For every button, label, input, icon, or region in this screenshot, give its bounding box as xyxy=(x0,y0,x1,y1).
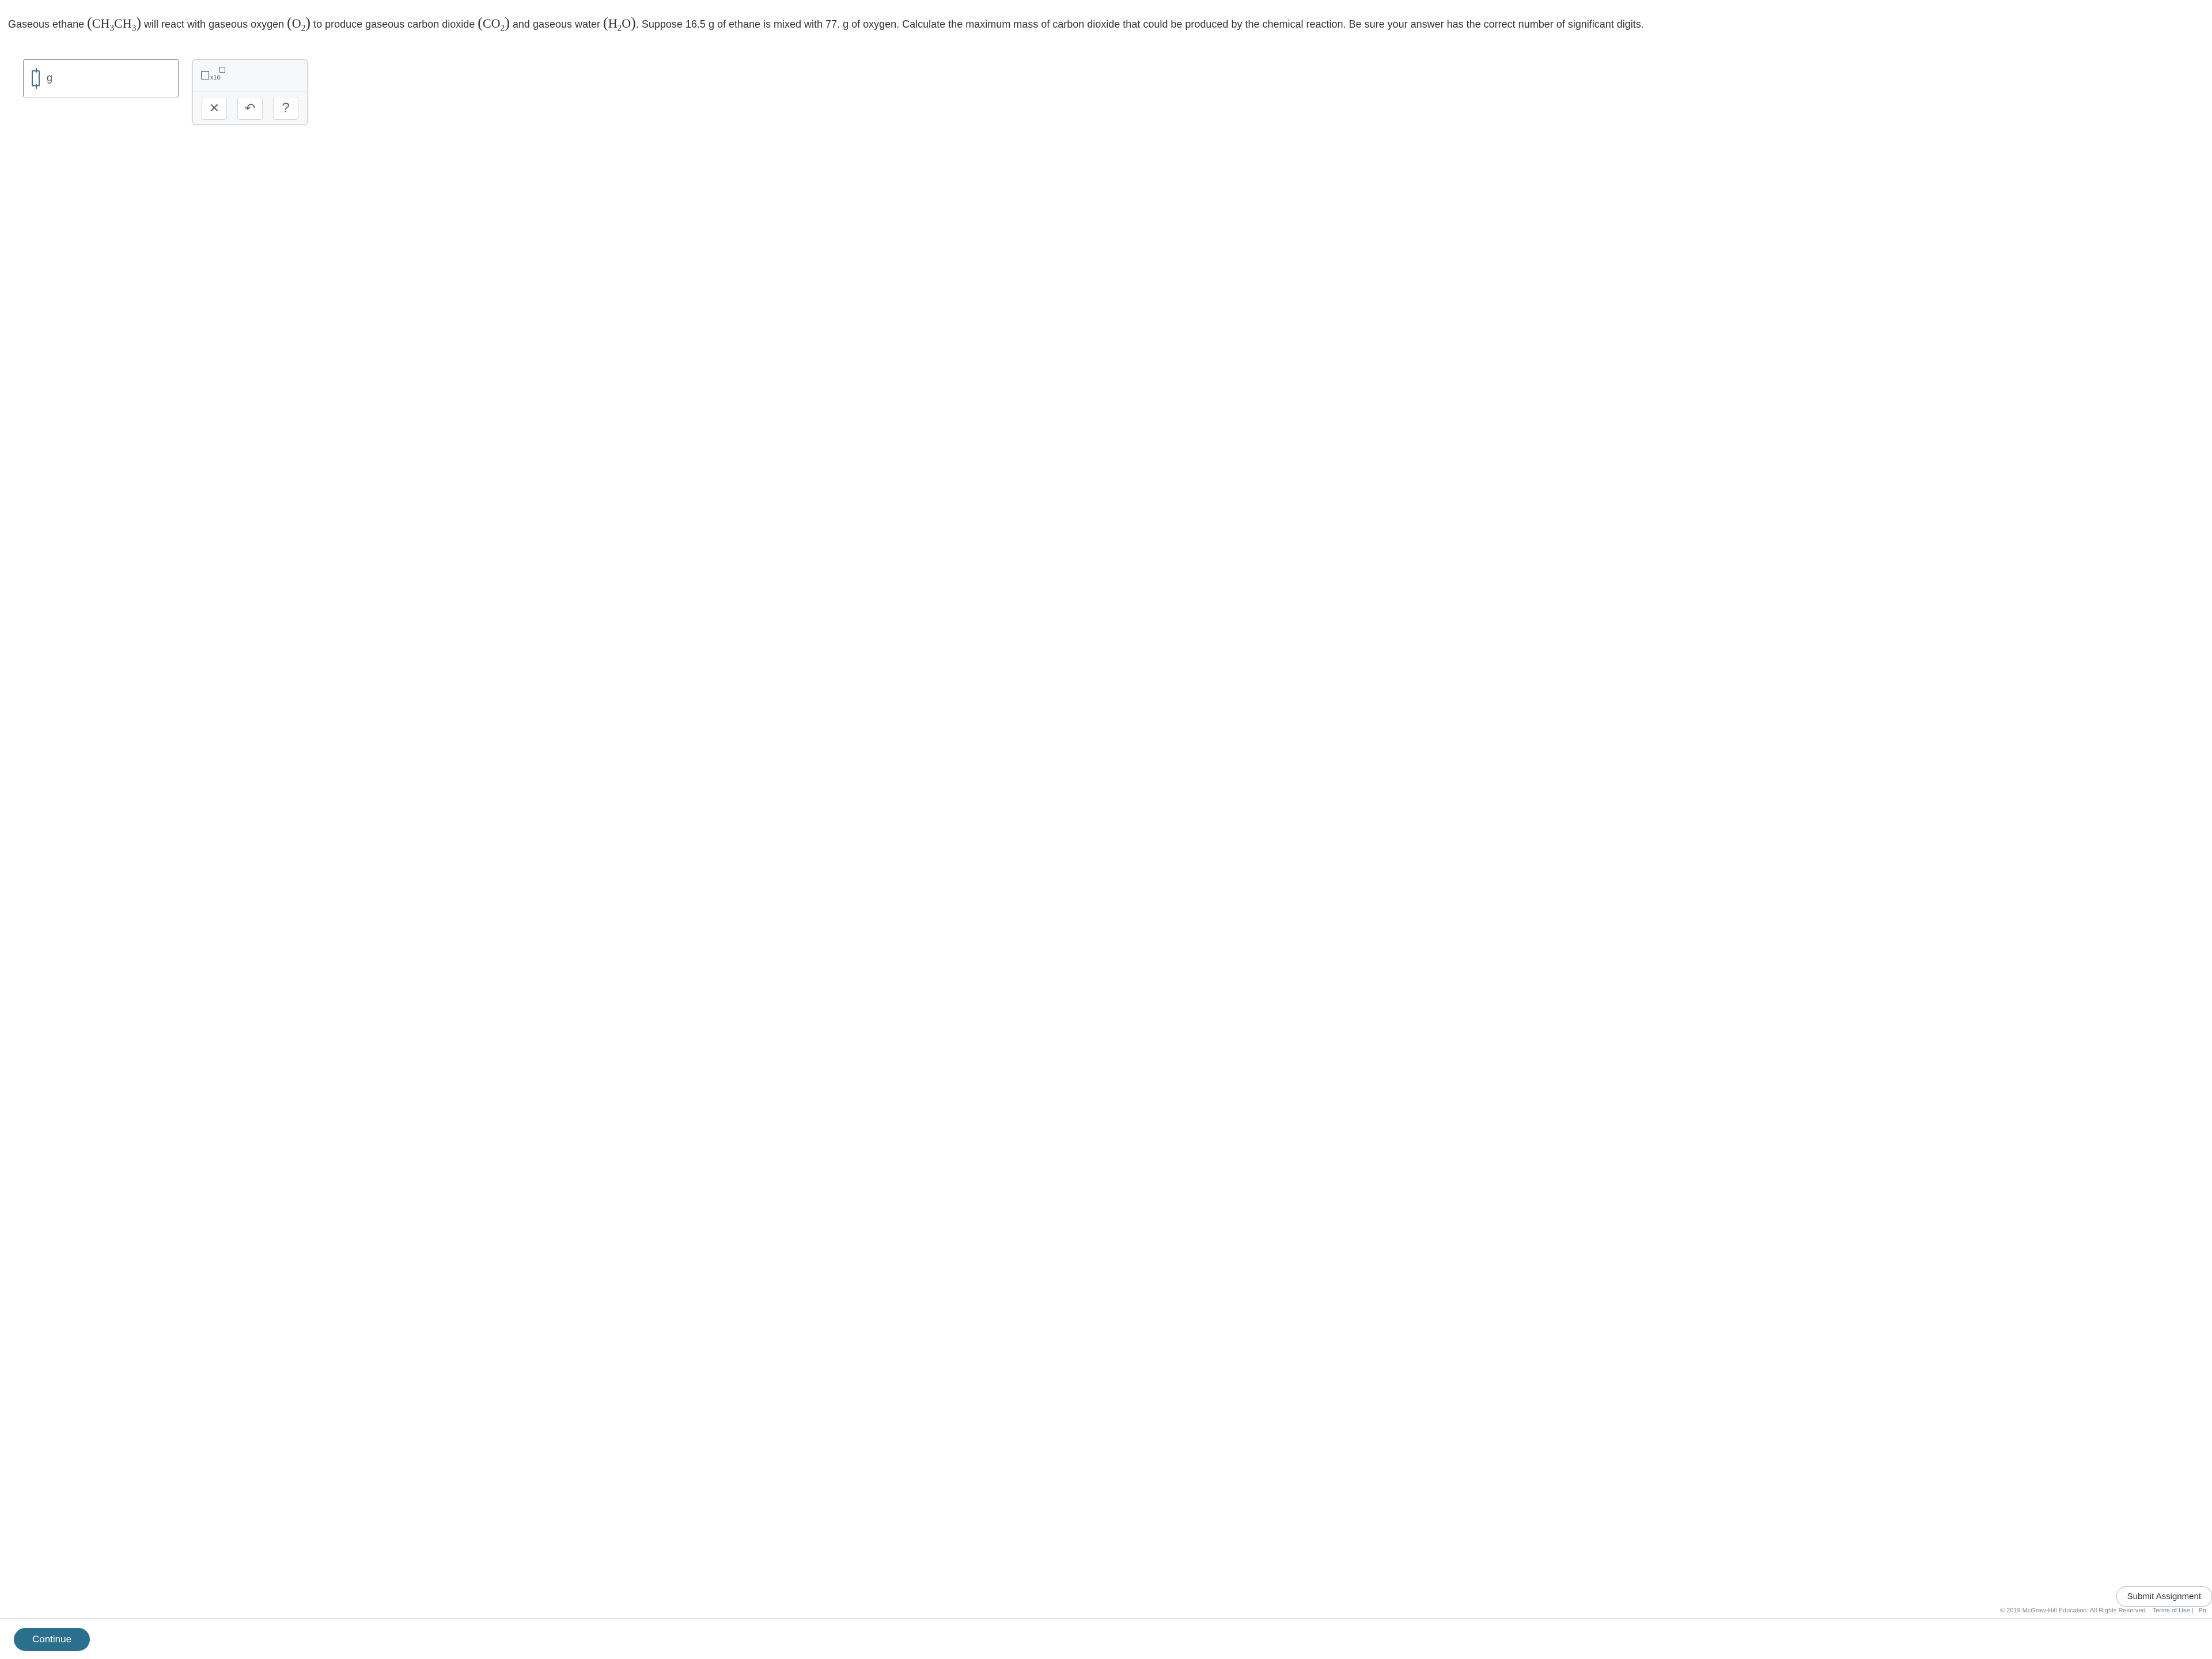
help-button[interactable]: ? xyxy=(273,97,298,120)
x-icon: ✕ xyxy=(209,101,219,116)
text-cursor-icon xyxy=(32,70,40,86)
continue-button[interactable]: Continue xyxy=(14,1628,90,1651)
terms-link[interactable]: Terms of Use xyxy=(2153,1607,2190,1614)
q-tail: . Suppose 16.5 g of ethane is mixed with… xyxy=(636,18,1644,30)
q-prefix: Gaseous ethane xyxy=(8,18,87,30)
submit-assignment-button[interactable]: Submit Assignment xyxy=(2116,1586,2212,1607)
answer-row: g x10 ✕ ↶ ? xyxy=(23,59,2212,125)
copyright: © 2019 McGraw-Hill Education. All Rights… xyxy=(2000,1607,2147,1614)
chem-co2: CO xyxy=(483,16,501,31)
sci-notation-button[interactable]: x10 xyxy=(193,60,307,92)
footer-bar: Submit Assignment © 2019 McGraw-Hill Edu… xyxy=(0,1618,2212,1659)
q-mid2: to produce gaseous carbon dioxide xyxy=(313,18,478,30)
chem-ethane-a: CH xyxy=(92,16,110,31)
help-icon: ? xyxy=(282,100,289,116)
tool-panel: x10 ✕ ↶ ? xyxy=(192,59,308,125)
copyright-text: © 2019 McGraw-Hill Education. All Rights… xyxy=(2000,1607,2206,1614)
chem-ethane-b: CH xyxy=(114,16,132,31)
undo-button[interactable]: ↶ xyxy=(237,97,263,120)
chem-o2: O xyxy=(292,16,301,31)
privacy-link[interactable]: Pri xyxy=(2199,1607,2206,1614)
chem-h2o-a: H xyxy=(608,16,618,31)
q-mid3: and gaseous water xyxy=(513,18,603,30)
chem-h2o-b: O xyxy=(622,16,631,31)
q-mid1: will react with gaseous oxygen xyxy=(144,18,287,30)
sci-notation-icon: x10 xyxy=(201,67,225,84)
question-text: Gaseous ethane (CH3CH3) will react with … xyxy=(0,0,2212,47)
clear-button[interactable]: ✕ xyxy=(202,97,227,120)
undo-icon: ↶ xyxy=(245,101,255,116)
chem-sub: 3 xyxy=(109,23,114,33)
tool-bottom-row: ✕ ↶ ? xyxy=(193,92,307,124)
unit-label: g xyxy=(47,72,52,84)
answer-input[interactable]: g xyxy=(23,59,179,97)
